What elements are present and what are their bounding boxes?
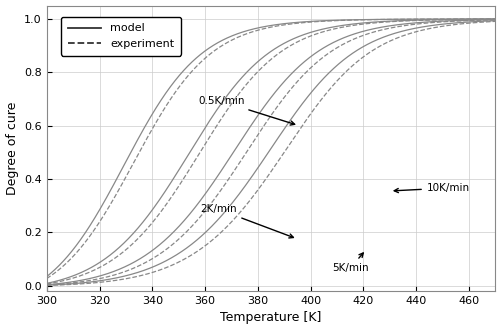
X-axis label: Temperature [K]: Temperature [K] (220, 312, 322, 324)
Text: 5K/min: 5K/min (332, 253, 369, 273)
Text: 2K/min: 2K/min (200, 204, 294, 238)
Text: 0.5K/min: 0.5K/min (198, 96, 295, 125)
Text: 10K/min: 10K/min (394, 183, 470, 193)
Y-axis label: Degree of cure: Degree of cure (6, 102, 19, 195)
Legend: model, experiment: model, experiment (61, 17, 181, 56)
